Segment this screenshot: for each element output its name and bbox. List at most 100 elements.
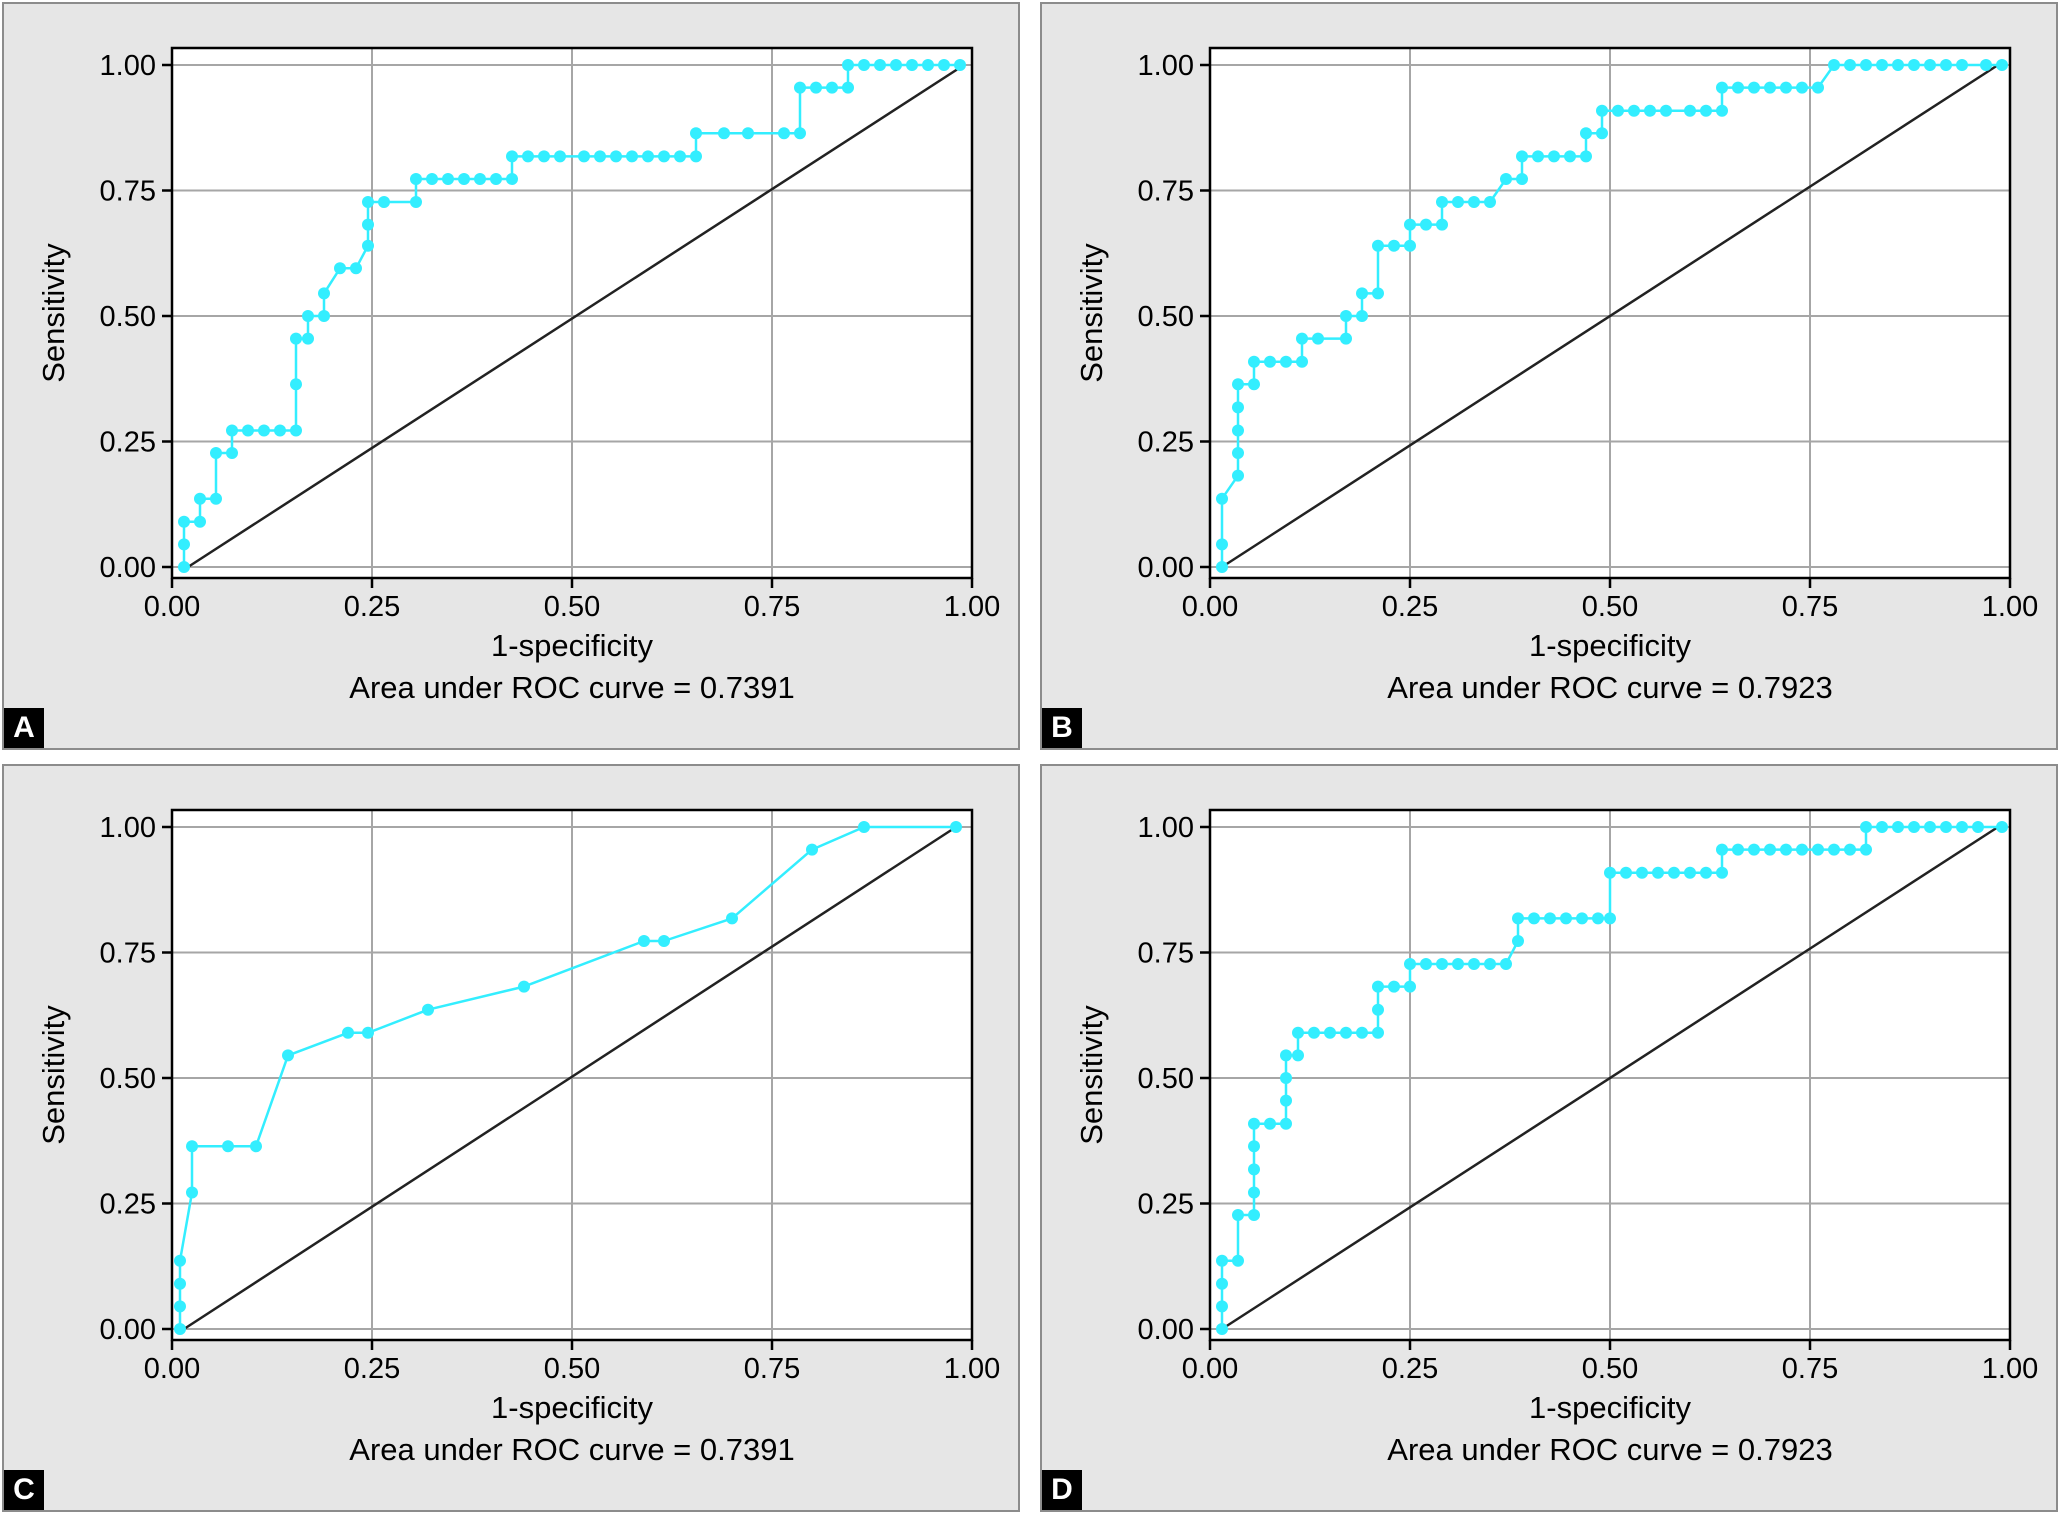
roc-point (718, 127, 730, 140)
roc-point (210, 447, 222, 459)
panel-label-c: C (4, 1470, 44, 1510)
roc-point (1312, 332, 1324, 345)
roc-point (194, 515, 206, 528)
roc-point (1732, 843, 1744, 856)
roc-point (1716, 81, 1728, 94)
roc-point (1576, 912, 1588, 925)
roc-point (658, 150, 670, 163)
x-tick-label: 0.50 (1582, 1353, 1638, 1385)
y-axis-title: Sensitivity (36, 243, 71, 383)
roc-point (794, 127, 806, 140)
roc-point (1544, 912, 1556, 925)
roc-point (1372, 980, 1384, 993)
roc-point (1296, 332, 1308, 345)
roc-point (1604, 866, 1616, 879)
roc-point (642, 150, 654, 163)
roc-point (1644, 104, 1656, 117)
roc-point (174, 1300, 186, 1313)
roc-point (1280, 1049, 1292, 1062)
x-axis-title: 1-specificity (1529, 628, 1691, 663)
roc-point (250, 1140, 262, 1153)
roc-point (742, 127, 754, 140)
roc-point (658, 935, 670, 947)
roc-point (1248, 378, 1260, 391)
roc-point (626, 150, 638, 163)
roc-point (1516, 150, 1528, 163)
roc-point (1716, 104, 1728, 117)
roc-chart-b: 0.00 0.25 0.50 0.75 1.00 0.00 0.25 0.50 0.75 1.00… (1074, 46, 2038, 705)
roc-point (1876, 59, 1888, 71)
roc-point (1292, 1049, 1304, 1062)
roc-point (362, 239, 374, 252)
roc-point (1280, 1072, 1292, 1084)
roc-point (1404, 239, 1416, 252)
roc-point (186, 1186, 198, 1199)
roc-point (506, 150, 518, 163)
y-tick-label: 0.50 (1138, 1063, 1194, 1095)
roc-point (274, 424, 286, 437)
roc-point (1356, 310, 1368, 322)
x-tick-label: 0.75 (1782, 591, 1838, 623)
roc-point (1264, 355, 1276, 368)
roc-point (1484, 958, 1496, 970)
roc-point (290, 378, 302, 391)
roc-point (1404, 980, 1416, 993)
roc-point (1232, 447, 1244, 459)
roc-point (638, 935, 650, 947)
roc-point (342, 1026, 354, 1039)
roc-point (1280, 355, 1292, 368)
roc-point (1956, 59, 1968, 71)
y-tick-label: 0.75 (1138, 938, 1194, 970)
roc-point (442, 173, 454, 185)
y-tick-label: 0.00 (100, 1314, 156, 1346)
y-axis-title: Sensitivity (36, 1005, 71, 1145)
roc-point (1248, 1163, 1260, 1176)
y-tick-label: 0.00 (1138, 1314, 1194, 1346)
roc-point (1468, 196, 1480, 208)
reference-diagonal (1221, 825, 1999, 1331)
roc-point (1232, 424, 1244, 437)
roc-point (318, 310, 330, 322)
roc-point (1660, 104, 1672, 117)
roc-point (1388, 239, 1400, 252)
y-tick-label: 0.25 (1138, 427, 1194, 459)
y-tick-label: 0.25 (1138, 1189, 1194, 1221)
roc-chart-c: 0.00 0.25 0.50 0.75 1.00 0.00 0.25 0.50 0.75 1.00… (36, 808, 1000, 1467)
x-tick-label: 1.00 (1982, 591, 2038, 623)
reference-diagonal (187, 63, 965, 569)
x-tick-label: 0.25 (1382, 591, 1438, 623)
roc-point (1232, 1209, 1244, 1221)
roc-point (1232, 469, 1244, 482)
roc-point (1436, 218, 1448, 231)
roc-point (1248, 1117, 1260, 1130)
roc-point (1436, 196, 1448, 208)
roc-point (474, 173, 486, 185)
x-axis-title: 1-specificity (491, 628, 653, 663)
roc-point (1844, 843, 1856, 856)
roc-point (1780, 81, 1792, 94)
panel-label-a: A (4, 708, 44, 748)
auc-note: Area under ROC curve = 0.7923 (1387, 1432, 1832, 1467)
roc-point (1636, 866, 1648, 879)
roc-point (1908, 821, 1920, 833)
roc-point (890, 59, 902, 71)
x-tick-label: 1.00 (1982, 1353, 2038, 1385)
roc-point (1216, 492, 1228, 505)
roc-point (1372, 239, 1384, 252)
roc-point (1980, 59, 1992, 71)
roc-point (178, 538, 190, 551)
y-tick-label: 0.75 (100, 938, 156, 970)
roc-point (1604, 912, 1616, 925)
roc-point (290, 332, 302, 345)
roc-point (1828, 59, 1840, 71)
roc-point (1216, 1277, 1228, 1290)
roc-point (1292, 1026, 1304, 1039)
auc-note: Area under ROC curve = 0.7391 (349, 1432, 794, 1467)
y-tick-label: 1.00 (100, 812, 156, 844)
roc-point (1248, 1186, 1260, 1199)
x-tick-label: 0.75 (744, 1353, 800, 1385)
y-tick-label: 1.00 (100, 50, 156, 82)
x-tick-label: 0.75 (1782, 1353, 1838, 1385)
roc-point (1452, 196, 1464, 208)
roc-point (1216, 1254, 1228, 1267)
